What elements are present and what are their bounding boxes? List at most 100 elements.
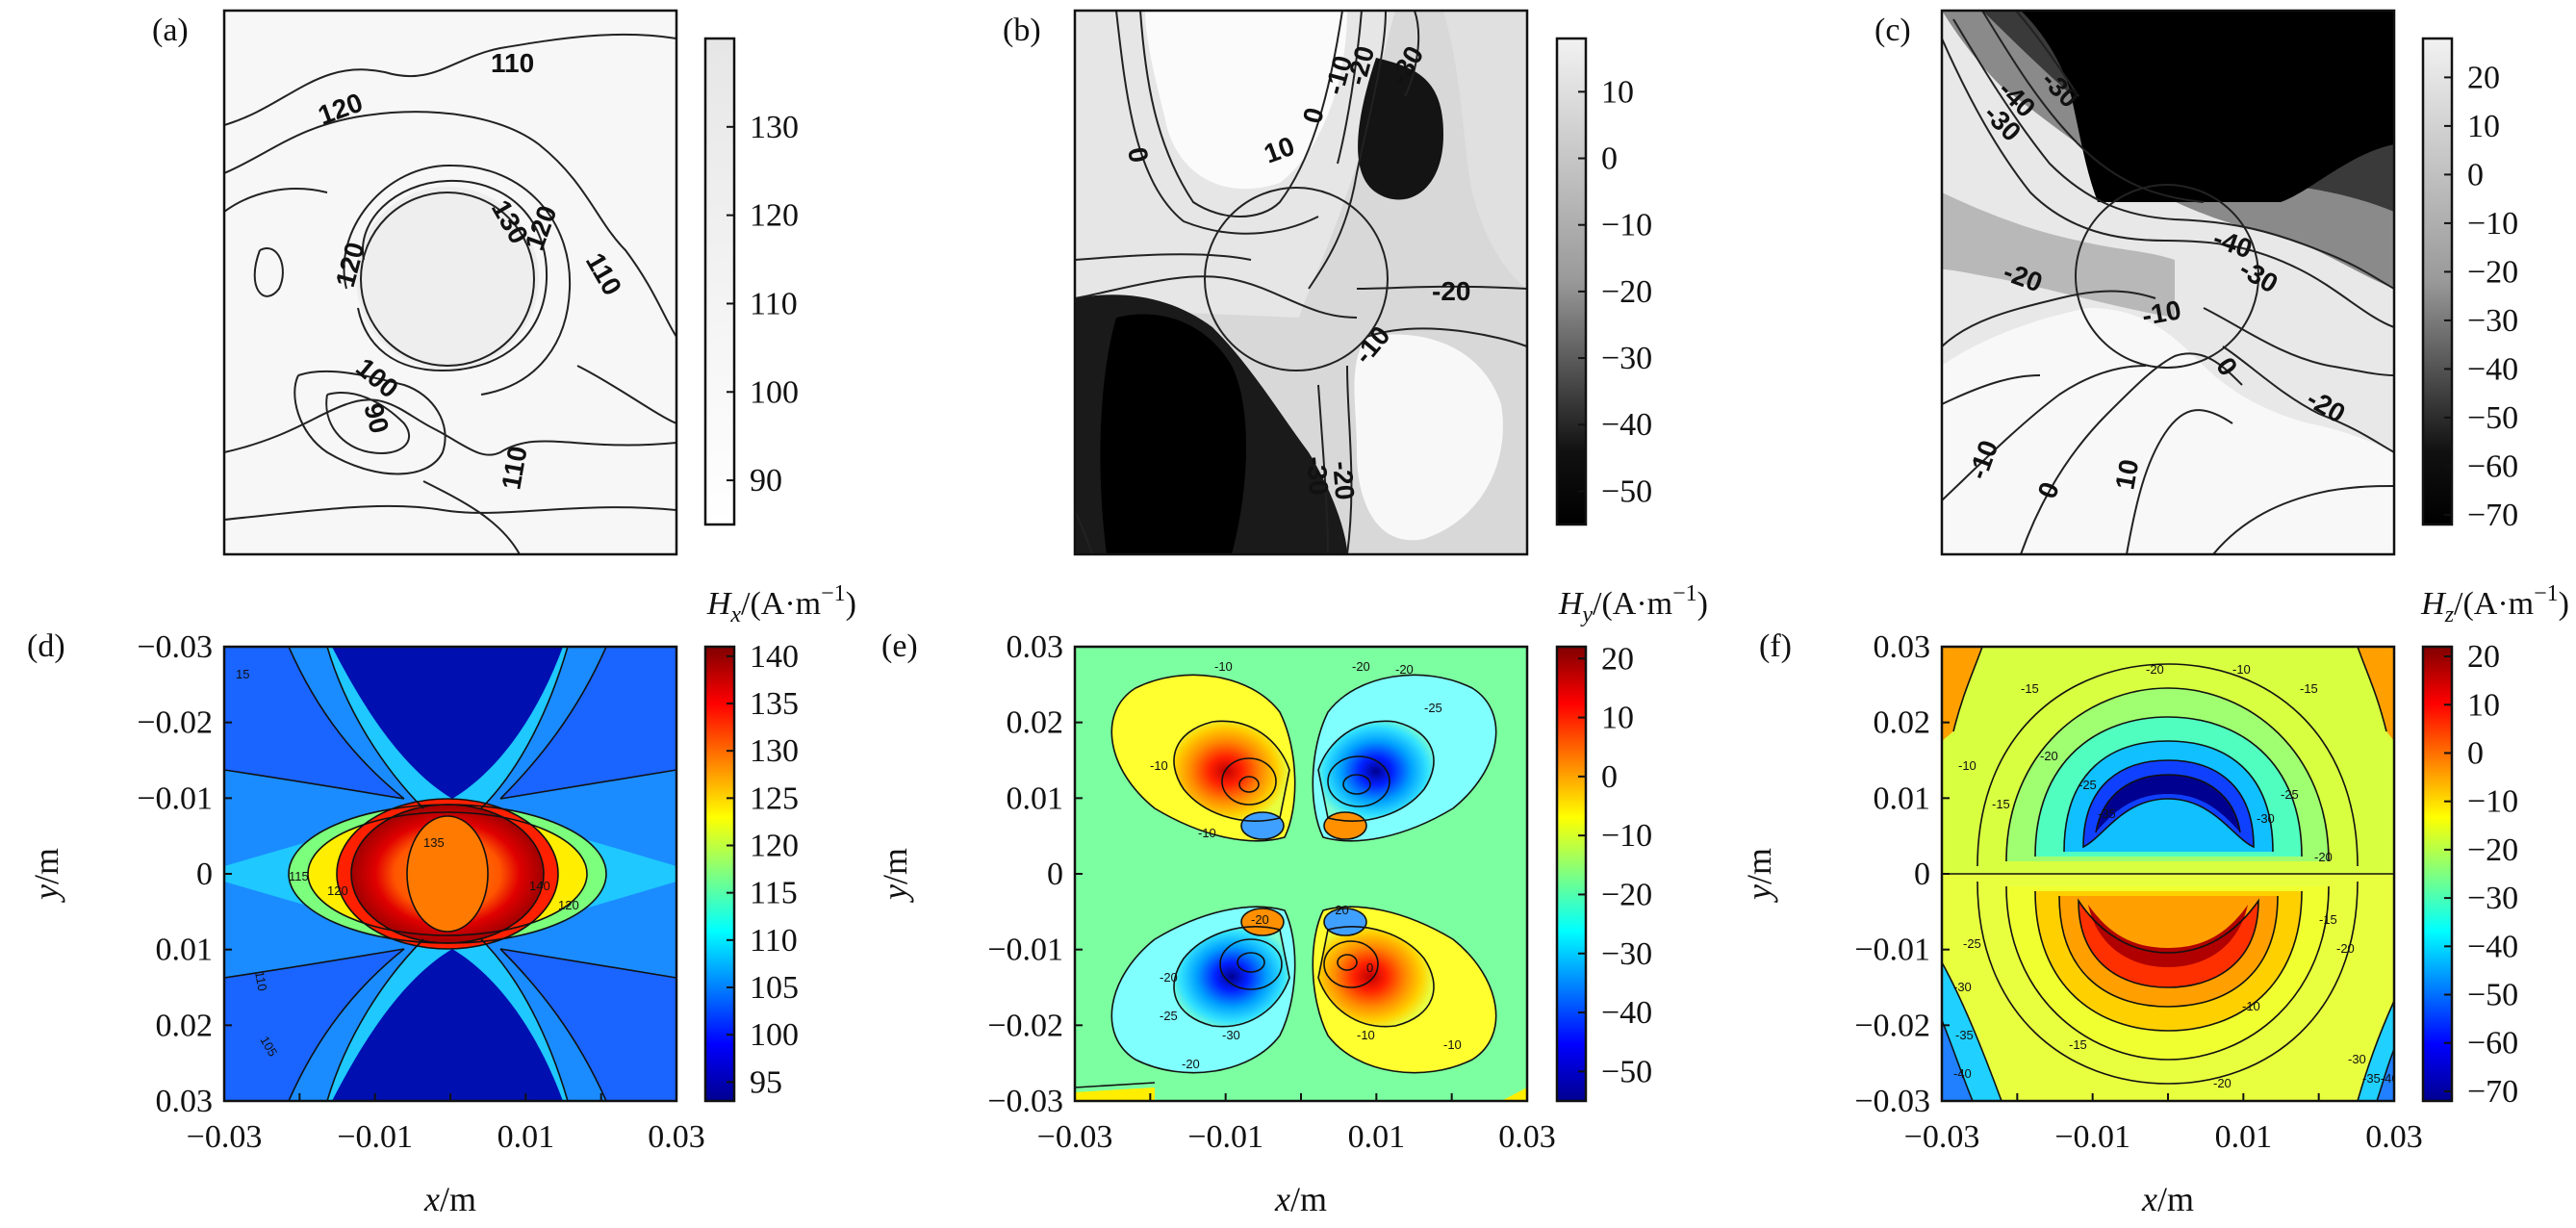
- colorbar-tick-label: −50: [2467, 978, 2518, 1013]
- colorbar-tick-label: 135: [750, 686, 799, 722]
- y-tick-label: 0: [196, 857, 213, 892]
- svg-text:-35: -35: [1955, 1028, 1974, 1042]
- contour-labels-d: 135 120 115 140 120 110 105 15: [236, 667, 579, 1059]
- y-tick-label: 0.03: [156, 1084, 214, 1119]
- colorbar-e: 20 10 0 −10 −20 −30 −40 −50 Hy/(A·m−1): [1555, 581, 1708, 1103]
- colorbar-tick-label: 0: [2467, 735, 2484, 771]
- svg-text:-10: -10: [1214, 659, 1233, 674]
- svg-text:-10: -10: [1357, 1028, 1375, 1042]
- svg-text:-20: -20: [2336, 941, 2355, 956]
- panel-a: (a) 110 120 130: [152, 9, 799, 556]
- colorbar-tick-label: −60: [2467, 1026, 2518, 1062]
- svg-text:-15: -15: [2319, 912, 2337, 927]
- svg-text:-10: -10: [2232, 662, 2251, 677]
- svg-text:-35: -35: [2098, 806, 2116, 821]
- axis-f: −0.03 −0.01 0.01 0.03 0.03 0.02 0.01 0 −0.01 −0.0…: [1740, 629, 2423, 1218]
- x-tick-label: −0.01: [2054, 1119, 2130, 1155]
- y-axis-label-f: y/m: [1740, 848, 1778, 903]
- colorbar-title-f: Hz/(A·m−1): [2420, 581, 2569, 627]
- contours-c: [1942, 11, 2394, 554]
- colorbar-title-e: Hy/(A·m−1): [1558, 581, 1708, 627]
- panel-d: (d): [27, 581, 856, 1218]
- colorbar-d: 140 135 130 125 120 115 110 105 100 95 Hx/(A·m−1): [703, 581, 856, 1103]
- x-tick-label: 0.01: [1348, 1119, 1406, 1155]
- contour-label: 0: [1122, 145, 1154, 166]
- y-tick-label: −0.01: [1854, 933, 1930, 968]
- svg-text:-20: -20: [1251, 912, 1269, 927]
- panel-label-d: (d): [27, 628, 65, 664]
- colorbar-tick-label: 20: [1601, 641, 1634, 677]
- x-tick-label: 0.01: [497, 1119, 555, 1155]
- contour-label: 0: [1297, 104, 1330, 126]
- contour-label: -20: [1432, 276, 1470, 306]
- x-axis-label-e: x/m: [1274, 1180, 1327, 1218]
- x-tick-label: 0.03: [1498, 1119, 1556, 1155]
- y-tick-label: 0.02: [156, 1008, 214, 1043]
- svg-text:-35-40: -35-40: [2362, 1071, 2399, 1086]
- colorbar-tick-label: 95: [750, 1064, 782, 1100]
- y-axis-label-e: y/m: [876, 848, 914, 903]
- y-tick-label: 0.01: [1874, 780, 1931, 816]
- contour-label: -20: [1327, 460, 1360, 501]
- y-tick-label: 0.02: [1007, 705, 1064, 741]
- svg-text:115: 115: [289, 869, 309, 883]
- contour-labels-e: -10 -20 -20 -25 -10 -10 -20 -20 -25 -30 …: [1150, 659, 1462, 1071]
- colorbar-tick-label: −10: [2467, 784, 2518, 820]
- svg-text:135: 135: [423, 835, 445, 850]
- contour-label: 110: [491, 48, 534, 78]
- colorbar-tick-label: −20: [2467, 832, 2518, 868]
- colorbar-tick-label: 10: [2467, 687, 2500, 723]
- svg-text:0: 0: [1366, 960, 1373, 975]
- svg-text:-30: -30: [1953, 980, 1972, 994]
- panel-f: (f): [1740, 581, 2569, 1218]
- svg-text:-20: -20: [2146, 662, 2164, 677]
- colorbar-tick-label: −50: [1601, 473, 1652, 509]
- svg-text:-25: -25: [1160, 1009, 1178, 1023]
- panel-label-f: (f): [1759, 628, 1792, 664]
- colorbar-tick-label: −30: [1601, 936, 1652, 972]
- contour-label: -10: [2140, 294, 2183, 331]
- panel-e: (e): [876, 581, 1708, 1218]
- y-tick-label: −0.02: [137, 705, 213, 741]
- axis-e: −0.03 −0.01 0.01 0.03 0.03 0.02 0.01 0 −0.01 −0.0…: [876, 629, 1556, 1218]
- colorbar-tick-label: −20: [1601, 877, 1652, 912]
- colorbar-tick-label: 120: [750, 198, 799, 234]
- colorbar-tick-label: −30: [2467, 881, 2518, 916]
- svg-text:-20: -20: [2040, 749, 2058, 763]
- svg-text:-40: -40: [1953, 1066, 1972, 1081]
- colorbar-tick-label: 130: [750, 110, 799, 145]
- colorbar-tick-label: 105: [750, 970, 799, 1006]
- y-tick-label: −0.02: [987, 1008, 1063, 1043]
- axis-d: −0.03 −0.01 0.01 0.03−0.03−0.02−0.0100.010.…: [27, 629, 705, 1218]
- y-tick-label: −0.01: [987, 933, 1063, 968]
- svg-text:120: 120: [327, 883, 348, 898]
- svg-text:-20: -20: [2213, 1076, 2232, 1090]
- colorbar-tick-label: 100: [750, 374, 799, 410]
- svg-text:-15: -15: [2069, 1037, 2087, 1052]
- svg-text:-30: -30: [2348, 1052, 2366, 1066]
- svg-text:120: 120: [558, 898, 579, 912]
- colorbar-title-d: Hx/(A·m−1): [706, 581, 856, 627]
- x-tick-label: −0.01: [1187, 1119, 1263, 1155]
- panel-b: (b): [1003, 9, 1652, 556]
- svg-text:-25: -25: [1424, 701, 1442, 715]
- svg-text:-10: -10: [1198, 826, 1216, 840]
- x-axis-label-f: x/m: [2141, 1180, 2194, 1218]
- colorbar-tick-label: −40: [1601, 407, 1652, 443]
- colorbar-tick-label: 10: [1601, 74, 1634, 110]
- svg-text:-30: -30: [1222, 1028, 1240, 1042]
- svg-text:-20: -20: [2314, 850, 2333, 864]
- panel-c: (c) -40: [1875, 9, 2518, 556]
- colorbar-c: 20 10 0 −10 −20 −30 −40 −50 −60 −70: [2421, 37, 2518, 533]
- colorbar-tick-label: −60: [2467, 448, 2518, 484]
- colorbar-tick-label: 115: [750, 876, 798, 911]
- colorbar-f: 20 10 0 −10 −20 −30 −40 −50 −60 −70 Hz/(A·m−1): [2420, 581, 2569, 1110]
- svg-text:-15: -15: [2021, 681, 2039, 696]
- panel-label-b: (b): [1003, 13, 1041, 48]
- svg-text:-10: -10: [1443, 1037, 1462, 1052]
- panel-label-e: (e): [881, 628, 918, 664]
- contour-label: 110: [496, 444, 532, 492]
- y-tick-label: −0.01: [137, 780, 213, 816]
- x-tick-label: 0.03: [2365, 1119, 2423, 1155]
